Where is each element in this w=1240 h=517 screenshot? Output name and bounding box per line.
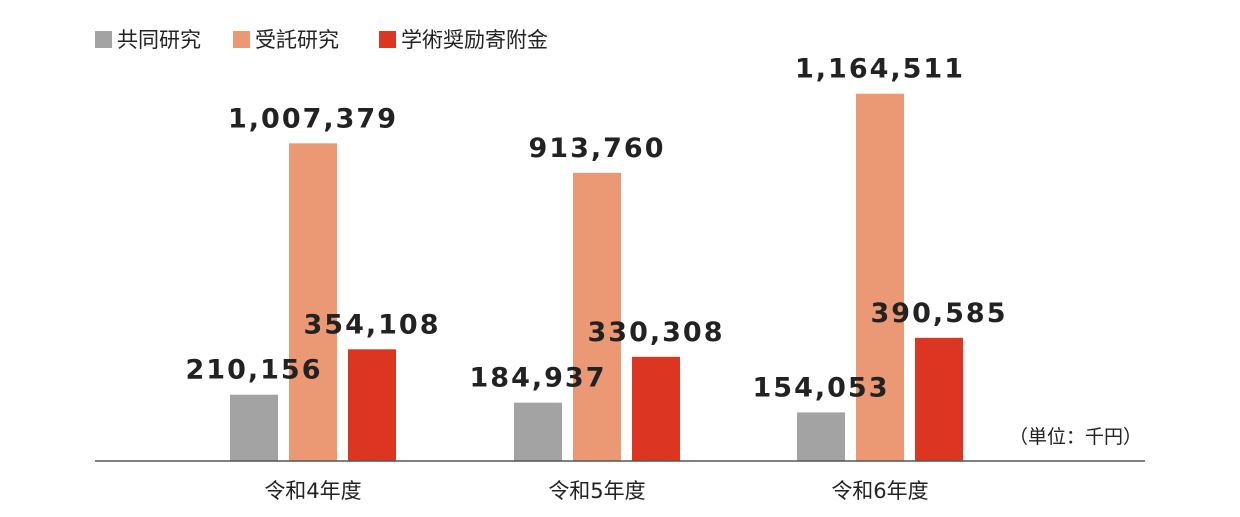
data-label: 354,108 [304, 309, 441, 340]
bar [348, 349, 396, 461]
data-label: 913,760 [529, 133, 666, 164]
bar [797, 412, 845, 461]
data-label: 154,053 [753, 372, 890, 403]
category-label: 令和6年度 [831, 479, 928, 503]
legend-swatch [233, 31, 250, 48]
data-label: 1,007,379 [228, 103, 398, 134]
legend-swatch [379, 31, 396, 48]
bar [230, 394, 278, 461]
legend-item: 受託研究 [233, 28, 339, 52]
bar [915, 337, 963, 461]
unit-note: （単位：千円） [1009, 426, 1142, 448]
bars [230, 93, 963, 462]
value-labels: 210,156 1,007,379 354,108 184,937 913,760 330… [186, 54, 1008, 404]
legend-item: 共同研究 [95, 28, 201, 52]
data-label: 390,585 [871, 298, 1008, 329]
data-label: 184,937 [470, 363, 607, 394]
legend-swatch [95, 31, 112, 48]
bar [289, 143, 337, 462]
bar [514, 402, 562, 461]
data-label: 1,164,511 [795, 54, 965, 85]
legend: 共同研究 受託研究 学術奨励寄附金 [95, 28, 548, 52]
bar [856, 93, 904, 462]
data-label: 330,308 [588, 317, 725, 348]
category-label: 令和5年度 [548, 479, 645, 503]
data-label: 210,156 [186, 355, 323, 386]
legend-item: 学術奨励寄附金 [379, 28, 548, 52]
category-labels: 令和4年度 令和5年度 令和6年度 [264, 479, 928, 503]
legend-label: 学術奨励寄附金 [401, 28, 548, 52]
legend-label: 共同研究 [117, 28, 201, 52]
category-label: 令和4年度 [264, 479, 361, 503]
bar [573, 172, 621, 461]
bar [632, 356, 680, 461]
legend-label: 受託研究 [255, 28, 339, 52]
